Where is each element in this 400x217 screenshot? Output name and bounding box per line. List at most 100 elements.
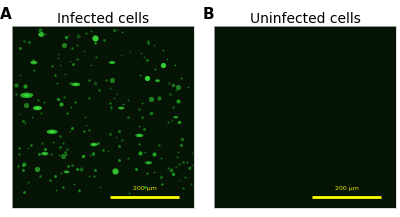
- Point: [22, 121, 28, 125]
- Point: [109, 78, 115, 82]
- Point: [13, 83, 19, 86]
- Point: [125, 156, 132, 160]
- Point: [244, 119, 250, 123]
- Point: [165, 81, 172, 85]
- Point: [52, 188, 59, 191]
- Point: [311, 123, 318, 127]
- Point: [175, 162, 182, 166]
- Point: [64, 147, 70, 151]
- Point: [139, 115, 145, 118]
- Ellipse shape: [118, 107, 124, 110]
- Point: [388, 96, 394, 99]
- Point: [39, 141, 46, 145]
- Point: [20, 120, 26, 123]
- Point: [95, 142, 101, 145]
- Point: [80, 49, 87, 53]
- Point: [90, 151, 96, 154]
- Point: [348, 187, 354, 191]
- Point: [17, 73, 24, 77]
- Ellipse shape: [71, 82, 80, 86]
- Point: [96, 89, 102, 92]
- Point: [164, 57, 170, 61]
- Point: [124, 116, 131, 119]
- Point: [56, 153, 62, 156]
- Point: [28, 92, 35, 96]
- Point: [17, 46, 23, 49]
- Text: 200 μm: 200 μm: [133, 186, 157, 191]
- Point: [238, 169, 244, 172]
- Point: [90, 152, 96, 156]
- Point: [174, 155, 180, 158]
- Point: [138, 51, 144, 54]
- Point: [74, 57, 80, 61]
- Point: [42, 148, 49, 151]
- Point: [281, 172, 288, 176]
- Point: [185, 167, 192, 170]
- Point: [176, 178, 182, 182]
- Point: [25, 146, 31, 150]
- Point: [59, 155, 66, 158]
- Point: [137, 152, 144, 155]
- Point: [76, 189, 82, 192]
- Point: [37, 29, 44, 32]
- Point: [92, 41, 98, 44]
- Point: [13, 92, 20, 95]
- Point: [188, 182, 194, 186]
- Point: [92, 36, 98, 40]
- Point: [111, 96, 117, 100]
- Point: [179, 137, 185, 141]
- Point: [16, 153, 22, 156]
- Point: [170, 173, 176, 176]
- Point: [363, 78, 369, 82]
- Ellipse shape: [138, 135, 141, 136]
- Point: [148, 112, 154, 115]
- Ellipse shape: [156, 80, 159, 81]
- Point: [68, 163, 75, 167]
- Point: [74, 168, 80, 171]
- Point: [157, 176, 164, 179]
- Point: [50, 140, 56, 144]
- Point: [111, 28, 117, 31]
- Point: [70, 62, 76, 66]
- Point: [83, 123, 89, 126]
- Point: [344, 61, 351, 65]
- Point: [136, 74, 143, 77]
- Point: [72, 100, 78, 104]
- Point: [66, 81, 73, 84]
- Point: [66, 33, 72, 37]
- Point: [174, 99, 181, 102]
- Point: [142, 185, 148, 189]
- Point: [176, 121, 182, 124]
- Point: [230, 66, 236, 70]
- Ellipse shape: [41, 152, 48, 155]
- Point: [107, 133, 114, 136]
- Point: [298, 46, 305, 49]
- Point: [22, 103, 29, 107]
- Point: [214, 155, 220, 159]
- Point: [370, 184, 377, 187]
- Point: [173, 166, 180, 169]
- Point: [125, 99, 132, 102]
- Point: [86, 96, 92, 99]
- Point: [287, 164, 294, 168]
- Point: [75, 34, 81, 38]
- Point: [307, 154, 314, 158]
- Ellipse shape: [173, 116, 178, 118]
- Point: [36, 174, 43, 178]
- Ellipse shape: [120, 107, 122, 109]
- Point: [63, 36, 69, 39]
- Point: [156, 96, 163, 100]
- Point: [66, 130, 73, 133]
- Point: [63, 152, 70, 156]
- Point: [36, 32, 42, 35]
- Point: [182, 175, 188, 178]
- Point: [38, 32, 44, 36]
- Ellipse shape: [50, 131, 54, 133]
- Point: [86, 78, 92, 81]
- Point: [65, 164, 71, 168]
- Point: [101, 38, 107, 41]
- Point: [60, 185, 66, 188]
- Ellipse shape: [135, 134, 144, 137]
- Point: [55, 98, 61, 101]
- Point: [156, 143, 162, 146]
